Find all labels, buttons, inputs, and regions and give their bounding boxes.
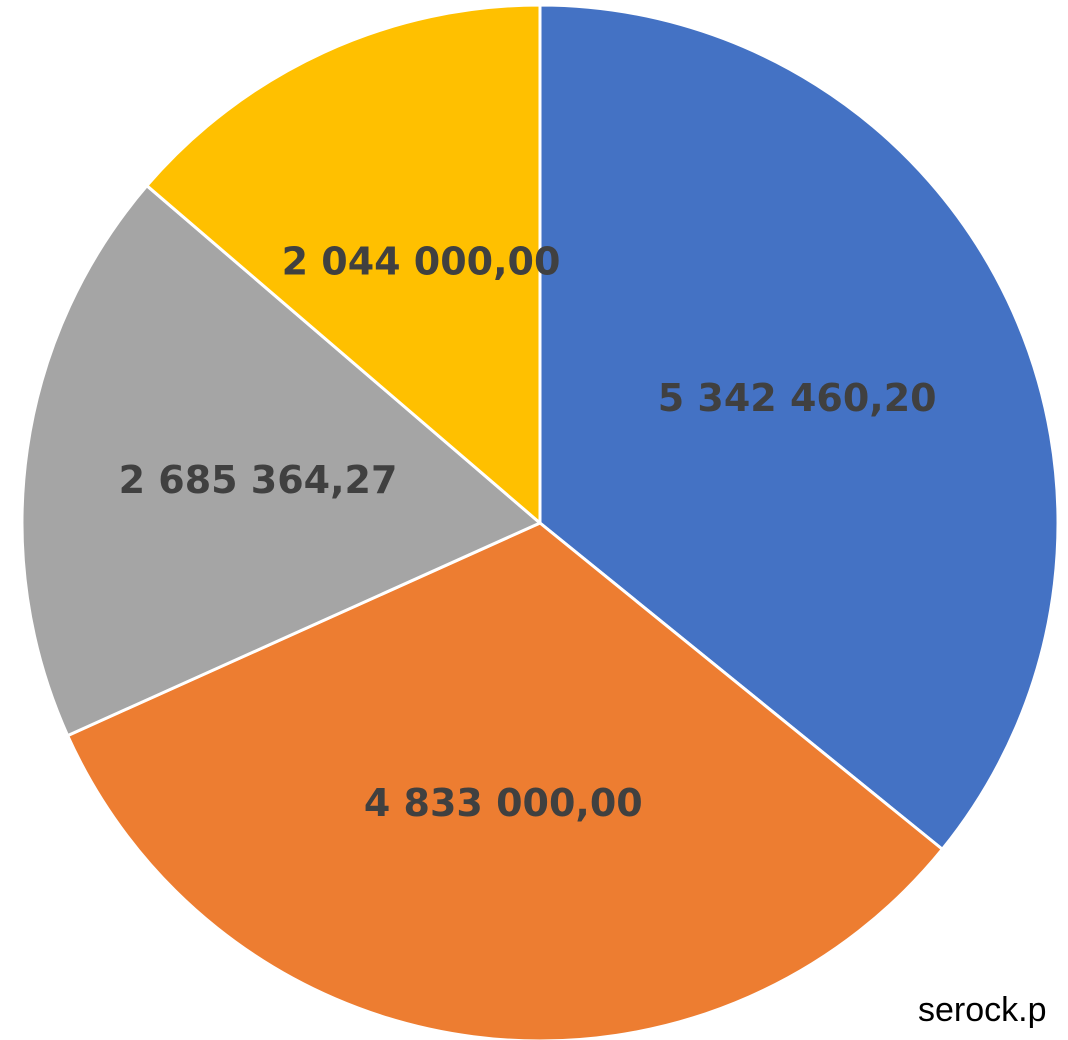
pie-slice (66, 521, 944, 1040)
pie (20, 3, 1060, 1040)
labels: 5 342 460,20 4 833 000,00 2 685 364,27 2 04… (119, 240, 937, 825)
data-label: 2 044 000,00 (282, 240, 561, 284)
data-label: 5 342 460,20 (658, 376, 937, 420)
watermark: serock.p (918, 991, 1047, 1029)
pie-slice (145, 3, 542, 525)
data-label: 2 685 364,27 (119, 458, 398, 502)
pie-slice (20, 184, 542, 738)
data-label: 4 833 000,00 (364, 781, 643, 825)
pie-slice (538, 3, 1060, 851)
